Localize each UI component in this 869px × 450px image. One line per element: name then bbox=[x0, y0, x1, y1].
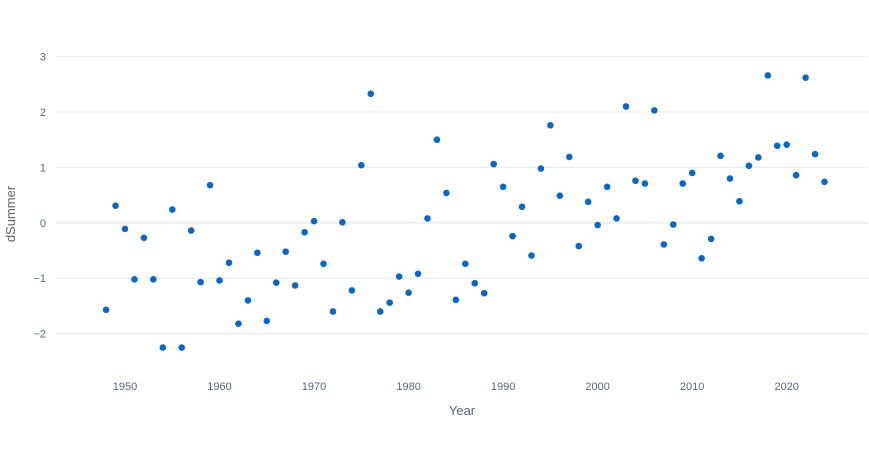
x-tick-label: 1970 bbox=[302, 381, 326, 393]
data-point[interactable] bbox=[480, 289, 488, 297]
data-point[interactable] bbox=[235, 320, 242, 327]
data-point[interactable] bbox=[310, 217, 318, 225]
data-point[interactable] bbox=[755, 154, 762, 161]
data-point[interactable] bbox=[584, 198, 592, 206]
data-point[interactable] bbox=[443, 189, 450, 197]
data-point[interactable] bbox=[159, 344, 167, 351]
data-point[interactable] bbox=[301, 228, 308, 236]
data-point[interactable] bbox=[168, 206, 176, 213]
data-point[interactable] bbox=[282, 248, 290, 255]
data-point[interactable] bbox=[452, 296, 460, 304]
data-point[interactable] bbox=[424, 215, 431, 222]
data-point[interactable] bbox=[726, 175, 734, 182]
y-axis-ticks: −2 −1 0 1 2 3 bbox=[33, 52, 46, 341]
y-tick-label: 3 bbox=[40, 52, 46, 64]
data-point[interactable] bbox=[395, 273, 403, 280]
data-point[interactable] bbox=[197, 278, 204, 286]
x-axis-ticks: 1950 1960 1970 1980 1990 2000 2010 2020 bbox=[113, 381, 799, 393]
data-point[interactable] bbox=[537, 165, 545, 172]
data-point[interactable] bbox=[206, 181, 214, 189]
data-point[interactable] bbox=[698, 254, 705, 262]
x-tick-label: 2020 bbox=[774, 381, 798, 393]
x-tick-label: 2010 bbox=[680, 381, 704, 393]
data-point[interactable] bbox=[348, 287, 356, 294]
data-point[interactable] bbox=[499, 183, 507, 191]
data-point[interactable] bbox=[792, 171, 800, 179]
y-tick-label: 1 bbox=[40, 162, 46, 174]
data-point[interactable] bbox=[462, 260, 469, 268]
data-point[interactable] bbox=[254, 249, 261, 257]
data-point[interactable] bbox=[490, 160, 497, 168]
data-point[interactable] bbox=[291, 282, 299, 289]
y-tick-label: −2 bbox=[33, 329, 46, 341]
x-tick-label: 1950 bbox=[113, 381, 137, 393]
data-point[interactable] bbox=[518, 203, 526, 211]
data-point[interactable] bbox=[329, 308, 337, 315]
data-point[interactable] bbox=[386, 299, 393, 306]
data-point[interactable] bbox=[263, 317, 271, 325]
data-point[interactable] bbox=[121, 225, 129, 233]
data-point[interactable] bbox=[660, 241, 668, 248]
data-point[interactable] bbox=[320, 260, 327, 268]
y-tick-label: 2 bbox=[40, 107, 46, 119]
data-point[interactable] bbox=[509, 232, 516, 240]
data-point[interactable] bbox=[150, 276, 157, 283]
data-point[interactable] bbox=[187, 227, 195, 234]
data-point[interactable] bbox=[102, 306, 110, 314]
data-point[interactable] bbox=[216, 277, 223, 284]
data-point[interactable] bbox=[414, 270, 422, 278]
x-axis-title: Year bbox=[449, 403, 476, 418]
y-axis-title: dSummer bbox=[3, 185, 18, 242]
data-point[interactable] bbox=[764, 72, 772, 79]
data-point[interactable] bbox=[821, 178, 828, 186]
data-point[interactable] bbox=[565, 153, 573, 161]
data-point[interactable] bbox=[688, 169, 696, 177]
y-tick-label: −1 bbox=[33, 273, 46, 285]
y-tick-label: 0 bbox=[40, 218, 46, 230]
data-point[interactable] bbox=[651, 107, 658, 114]
data-point[interactable] bbox=[178, 344, 186, 351]
data-point[interactable] bbox=[528, 252, 535, 259]
data-point[interactable] bbox=[745, 162, 753, 170]
data-point[interactable] bbox=[707, 235, 715, 243]
data-point[interactable] bbox=[773, 142, 781, 150]
data-point[interactable] bbox=[632, 177, 639, 185]
data-point[interactable] bbox=[112, 202, 119, 209]
data-point[interactable] bbox=[272, 279, 280, 286]
data-point[interactable] bbox=[679, 180, 687, 187]
data-point[interactable] bbox=[802, 74, 809, 81]
data-point[interactable] bbox=[358, 161, 365, 169]
data-point[interactable] bbox=[736, 197, 743, 205]
data-point[interactable] bbox=[613, 215, 620, 222]
data-point[interactable] bbox=[547, 122, 554, 129]
data-point[interactable] bbox=[244, 297, 252, 304]
data-point[interactable] bbox=[376, 308, 384, 315]
data-point[interactable] bbox=[140, 234, 148, 242]
x-tick-label: 1980 bbox=[396, 381, 420, 393]
data-point[interactable] bbox=[405, 289, 412, 296]
data-point[interactable] bbox=[622, 103, 630, 110]
data-point[interactable] bbox=[783, 141, 791, 149]
data-point[interactable] bbox=[131, 276, 138, 283]
data-point[interactable] bbox=[339, 218, 346, 226]
data-point[interactable] bbox=[811, 150, 819, 158]
data-points bbox=[102, 72, 828, 351]
gridlines bbox=[56, 56, 868, 335]
data-point[interactable] bbox=[669, 221, 677, 228]
data-point[interactable] bbox=[575, 242, 583, 250]
data-point[interactable] bbox=[471, 279, 479, 287]
data-point[interactable] bbox=[603, 183, 611, 191]
data-point[interactable] bbox=[433, 136, 441, 144]
x-tick-label: 1990 bbox=[491, 381, 515, 393]
data-point[interactable] bbox=[367, 90, 375, 98]
data-point[interactable] bbox=[556, 192, 564, 199]
data-point[interactable] bbox=[594, 221, 601, 229]
x-tick-label: 1960 bbox=[207, 381, 231, 393]
data-point[interactable] bbox=[225, 259, 233, 267]
x-tick-label: 2000 bbox=[585, 381, 609, 393]
data-point[interactable] bbox=[717, 152, 724, 160]
data-point[interactable] bbox=[641, 180, 649, 187]
